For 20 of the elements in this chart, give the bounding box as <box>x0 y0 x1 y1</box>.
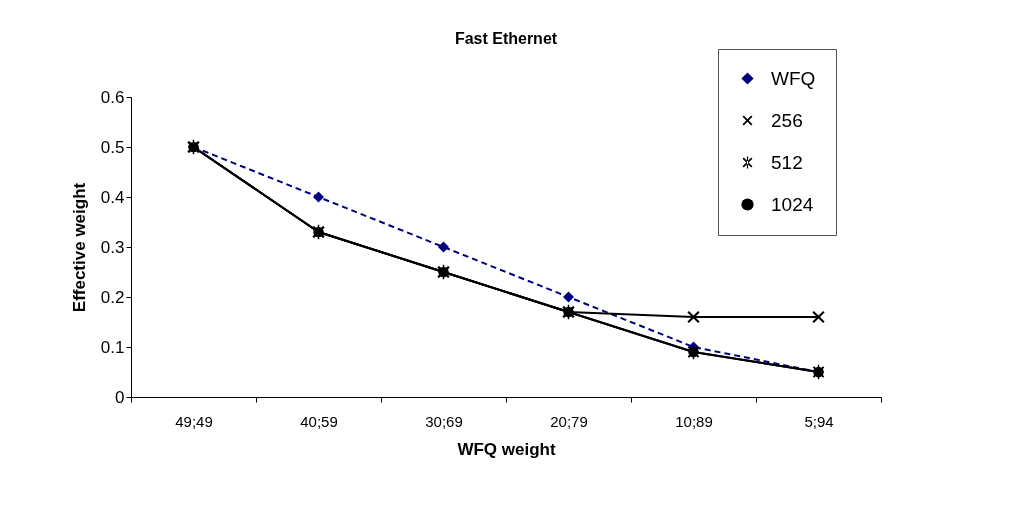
x-tick-label: 10;89 <box>675 412 713 430</box>
legend-label: 256 <box>771 109 803 131</box>
x-tick-label: 30;69 <box>425 412 463 430</box>
x-axis-title: WFQ weight <box>457 439 556 459</box>
x-tick-label: 20;79 <box>550 412 588 430</box>
y-tick-label: 0.3 <box>100 237 125 257</box>
y-tick-label: 0.1 <box>100 337 125 357</box>
x-tick-label: 49;49 <box>175 412 213 430</box>
chart-title: Fast Ethernet <box>454 29 558 47</box>
x-tick-label: 40;59 <box>300 412 338 430</box>
legend-label: 1024 <box>771 193 814 215</box>
x-tick-label: 5;94 <box>804 412 834 430</box>
legend-label: WFQ <box>771 67 816 89</box>
legend-label: 512 <box>771 151 803 173</box>
y-tick-label: 0 <box>115 387 125 407</box>
y-tick-label: 0.5 <box>100 137 125 157</box>
y-tick-label: 0.4 <box>100 187 125 207</box>
y-tick-label: 0.6 <box>100 87 125 107</box>
y-tick-label: 0.2 <box>100 287 125 307</box>
y-axis-title: Effective weight <box>69 182 89 313</box>
